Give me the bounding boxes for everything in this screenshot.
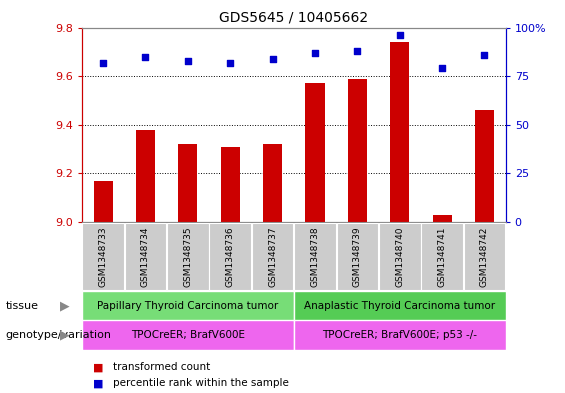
Text: GSM1348735: GSM1348735 (184, 226, 192, 287)
Bar (125, 223, 166, 290)
Bar (82, 320, 294, 350)
Bar (294, 320, 506, 350)
Text: transformed count: transformed count (113, 362, 210, 373)
Bar (94, 181, 112, 222)
Text: GSM1348742: GSM1348742 (480, 226, 489, 286)
Bar (337, 223, 378, 290)
Text: percentile rank within the sample: percentile rank within the sample (113, 378, 289, 388)
Point (141, 53, 150, 60)
Point (396, 32, 405, 39)
Bar (252, 223, 293, 290)
Text: GSM1348741: GSM1348741 (438, 226, 446, 286)
Point (353, 48, 362, 54)
Bar (294, 223, 336, 290)
Text: GSM1348734: GSM1348734 (141, 226, 150, 286)
Bar (294, 291, 506, 320)
Bar (379, 223, 420, 290)
Bar (82, 223, 124, 290)
Text: ■: ■ (93, 362, 104, 373)
Text: ▶: ▶ (60, 329, 70, 342)
Text: ▶: ▶ (60, 299, 70, 312)
Text: GSM1348738: GSM1348738 (311, 226, 319, 287)
Text: tissue: tissue (6, 301, 38, 310)
Bar (433, 215, 451, 222)
Bar (221, 147, 240, 222)
Bar (390, 42, 409, 222)
Title: GDS5645 / 10405662: GDS5645 / 10405662 (219, 11, 368, 25)
Bar (210, 223, 251, 290)
Bar (348, 79, 367, 222)
Bar (167, 223, 208, 290)
Text: GSM1348733: GSM1348733 (99, 226, 107, 287)
Text: GSM1348740: GSM1348740 (396, 226, 404, 286)
Bar (136, 130, 155, 222)
Point (268, 55, 277, 62)
Text: GSM1348736: GSM1348736 (226, 226, 234, 287)
Bar (179, 144, 197, 222)
Point (98, 59, 107, 66)
Text: GSM1348739: GSM1348739 (353, 226, 362, 287)
Bar (421, 223, 463, 290)
Bar (306, 83, 324, 222)
Text: TPOCreER; BrafV600E; p53 -/-: TPOCreER; BrafV600E; p53 -/- (322, 330, 477, 340)
Text: TPOCreER; BrafV600E: TPOCreER; BrafV600E (131, 330, 245, 340)
Bar (475, 110, 494, 222)
Point (183, 57, 192, 64)
Point (480, 51, 489, 58)
Point (226, 59, 235, 66)
Text: ■: ■ (93, 378, 104, 388)
Bar (464, 223, 505, 290)
Text: Papillary Thyroid Carcinoma tumor: Papillary Thyroid Carcinoma tumor (97, 301, 279, 310)
Text: genotype/variation: genotype/variation (6, 330, 112, 340)
Point (437, 65, 446, 72)
Point (311, 50, 320, 56)
Bar (263, 144, 282, 222)
Text: GSM1348737: GSM1348737 (268, 226, 277, 287)
Text: Anaplastic Thyroid Carcinoma tumor: Anaplastic Thyroid Carcinoma tumor (304, 301, 496, 310)
Bar (82, 291, 294, 320)
